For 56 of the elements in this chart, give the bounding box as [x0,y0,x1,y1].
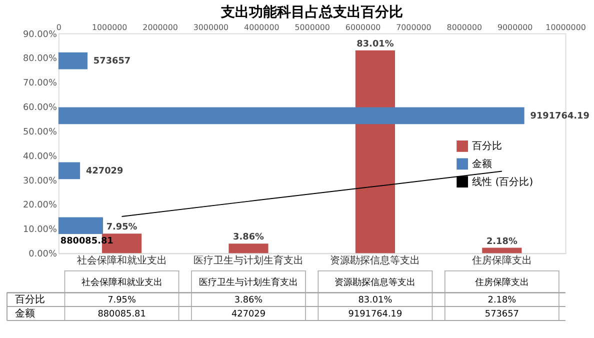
x2-tick-label: 3000000 [193,22,229,32]
text: 9191764.19 [348,309,402,320]
data-label: 83.01% [358,296,392,306]
text: 百分比 [14,294,45,306]
legend-label: 线性 (百分比) [472,176,534,188]
y-tick-label: 30.00% [22,176,57,186]
category-label: 医疗卫生与计划生育支出 [198,278,298,288]
data-label: 3.86% [234,296,263,306]
category-label: 社会保障和就业支出 [81,278,162,288]
x2-tick-label: 1000000 [92,22,128,32]
x2-tick-label: 9000000 [497,22,533,32]
bar [58,162,80,180]
x-tick-label: 住房保障支出 [472,254,532,266]
bar [58,217,104,234]
bar [58,107,524,124]
data-label: 2.18% [488,296,516,306]
y-tick-label: 40.00% [22,152,57,162]
legend-label: 金额 [472,158,492,170]
x2-tick-label: 6000000 [345,22,381,32]
text: 573657 [484,309,519,320]
x2-tick-label: 10000000 [546,22,586,32]
bar [482,248,522,254]
x2-tick-label: 4000000 [244,22,280,32]
y-tick-label: 70.00% [22,78,57,89]
x2-tick-label: 7000000 [396,22,432,32]
data-label: 7.95% [108,296,136,306]
x2-tick-label: 2000000 [142,22,178,32]
data-label: 427029 [86,166,124,177]
y-tick-label: 90.00% [22,30,57,40]
text: 2.18% [486,236,518,247]
y-tick-label: 0.00% [28,250,57,260]
data-label: 573657 [93,56,131,67]
text: 7.95% [106,222,138,233]
y-tick-label: 50.00% [22,127,57,138]
x2-tick-label: 8000000 [446,22,482,32]
bar [58,52,88,70]
text: 3.86% [233,232,264,243]
legend-label: 百分比 [472,140,502,152]
x-tick-label: 资源勘探信息等支出 [330,254,420,266]
category-label: 住房保障支出 [474,278,529,288]
y-tick-label: 60.00% [22,103,57,114]
x2-tick-label: 5000000 [294,22,330,32]
data-label: 9191764.19 [530,112,590,122]
x2-tick-label: 0 [56,22,62,32]
text: 83.01% [356,39,394,50]
text: 427029 [231,309,266,320]
category-label: 资源勘探信息等支出 [334,278,416,288]
x-tick-label: 医疗卫生与计划生育支出 [193,254,304,266]
x-tick-label: 社会保障和就业支出 [76,254,167,266]
text: 880085.81 [98,309,146,320]
bar [228,244,268,254]
y-tick-label: 10.00% [22,225,57,236]
y-tick-label: 80.00% [22,54,57,64]
text: 金额 [14,308,35,320]
chart-title: 支出功能科目占总支出百分比 [220,4,403,20]
y-tick-label: 20.00% [22,200,57,211]
